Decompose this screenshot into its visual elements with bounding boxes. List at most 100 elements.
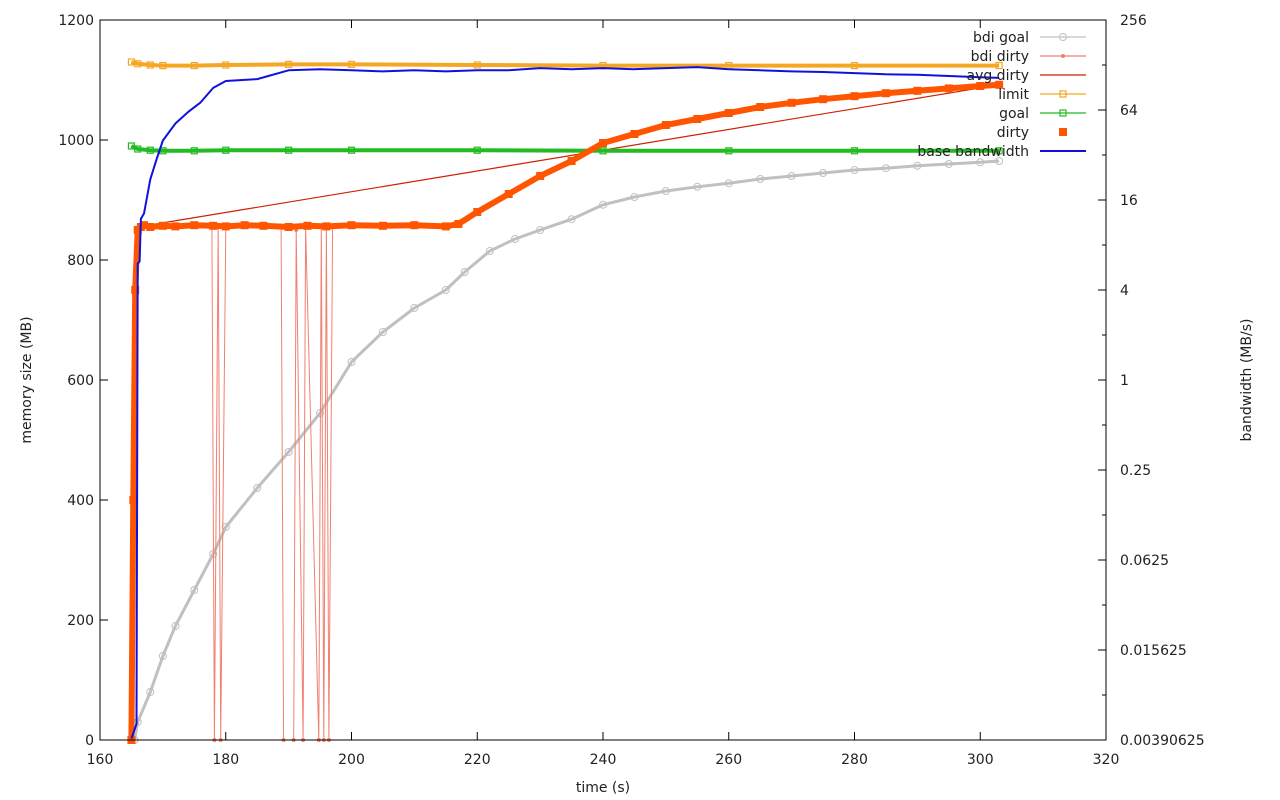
data-point bbox=[222, 61, 230, 69]
data-point bbox=[787, 98, 796, 107]
data-point bbox=[913, 161, 922, 170]
data-point bbox=[253, 484, 262, 492]
data-point bbox=[1059, 90, 1067, 98]
data-point bbox=[441, 222, 450, 231]
data-point bbox=[1059, 33, 1067, 41]
y-tick-label: 200 bbox=[67, 613, 94, 629]
data-point bbox=[473, 208, 482, 216]
y-tick-label: 800 bbox=[67, 253, 94, 269]
data-point bbox=[819, 169, 828, 177]
y-tick-label: 0 bbox=[85, 733, 94, 749]
data-point bbox=[599, 139, 607, 147]
legend-label: goal bbox=[999, 106, 1029, 122]
x-tick-label: 320 bbox=[1093, 752, 1120, 768]
data-point bbox=[473, 61, 481, 69]
series-line bbox=[130, 66, 1000, 739]
data-point bbox=[140, 221, 149, 230]
data-point bbox=[1059, 128, 1067, 136]
x-tick-label: 160 bbox=[87, 752, 114, 768]
data-point bbox=[190, 221, 199, 230]
y2-axis-label: bandwidth (MB/s) bbox=[1239, 319, 1255, 442]
data-point bbox=[460, 268, 469, 276]
y-tick-label: 600 bbox=[67, 373, 94, 389]
legend-label: bdi dirty bbox=[971, 49, 1029, 65]
data-point bbox=[221, 523, 230, 531]
data-point bbox=[378, 221, 387, 230]
y-tick-label: 1200 bbox=[58, 13, 94, 29]
data-point bbox=[190, 586, 199, 594]
series-line bbox=[133, 159, 1000, 741]
x-tick-label: 200 bbox=[338, 752, 365, 768]
data-point bbox=[661, 121, 670, 129]
data-point bbox=[410, 304, 419, 312]
data-point bbox=[158, 652, 167, 660]
data-point bbox=[1061, 54, 1065, 58]
data-point bbox=[129, 496, 138, 504]
x-tick-label: 180 bbox=[212, 752, 239, 768]
data-point bbox=[850, 147, 859, 155]
data-point bbox=[454, 220, 463, 228]
y2-tick-label: 256 bbox=[1120, 13, 1147, 29]
data-point bbox=[134, 60, 142, 68]
data-point bbox=[378, 328, 387, 336]
data-point bbox=[146, 688, 155, 696]
legend-label: bdi goal bbox=[973, 30, 1029, 46]
data-point bbox=[303, 221, 312, 230]
x-tick-label: 300 bbox=[967, 752, 994, 768]
legend-label: dirty bbox=[997, 125, 1029, 141]
x-tick-label: 280 bbox=[841, 752, 868, 768]
data-point bbox=[913, 86, 922, 95]
y2-tick-label: 0.25 bbox=[1120, 463, 1151, 479]
data-point bbox=[756, 175, 765, 183]
data-point bbox=[995, 147, 1003, 155]
data-point bbox=[441, 286, 450, 294]
data-point bbox=[1059, 109, 1067, 117]
data-point bbox=[630, 193, 639, 201]
data-point bbox=[693, 115, 702, 123]
data-point bbox=[171, 622, 180, 630]
data-point bbox=[159, 61, 167, 70]
data-point bbox=[221, 222, 230, 231]
data-point bbox=[410, 221, 419, 230]
data-point bbox=[787, 172, 796, 180]
plot-area bbox=[127, 58, 1004, 744]
y2-tick-label: 0.015625 bbox=[1120, 643, 1187, 659]
data-point bbox=[944, 84, 953, 93]
data-point bbox=[146, 61, 154, 69]
x-tick-label: 220 bbox=[464, 752, 491, 768]
data-point bbox=[485, 247, 494, 255]
data-point bbox=[881, 164, 890, 173]
data-point bbox=[630, 130, 639, 138]
data-point bbox=[850, 166, 859, 174]
data-point bbox=[131, 286, 140, 294]
data-point bbox=[536, 172, 545, 180]
data-point bbox=[567, 157, 576, 165]
series-goal bbox=[127, 142, 1003, 155]
data-point bbox=[976, 82, 985, 90]
y-axis-label: memory size (MB) bbox=[19, 316, 35, 443]
legend-label: limit bbox=[998, 87, 1029, 103]
legend: bdi goal bdi dirty avg dirty limit goal dirty… bbox=[917, 30, 1086, 160]
data-point bbox=[473, 146, 481, 154]
data-point bbox=[850, 92, 859, 101]
data-point bbox=[190, 61, 198, 70]
data-point bbox=[504, 190, 513, 198]
data-point bbox=[944, 160, 953, 168]
data-point bbox=[222, 146, 230, 154]
data-point bbox=[171, 222, 180, 231]
data-point bbox=[190, 147, 198, 155]
data-point bbox=[995, 61, 1003, 70]
y-tick-label: 400 bbox=[67, 493, 94, 509]
data-point bbox=[284, 223, 293, 231]
series-bdi-dirty bbox=[129, 82, 1002, 742]
series-line bbox=[137, 84, 1000, 228]
data-point bbox=[240, 221, 249, 230]
data-point bbox=[347, 60, 356, 69]
data-point bbox=[285, 146, 293, 154]
data-point bbox=[347, 358, 356, 366]
series-line bbox=[130, 144, 1000, 153]
y2-tick-label: 1 bbox=[1120, 373, 1129, 389]
data-point bbox=[209, 221, 218, 230]
data-point bbox=[284, 448, 293, 456]
